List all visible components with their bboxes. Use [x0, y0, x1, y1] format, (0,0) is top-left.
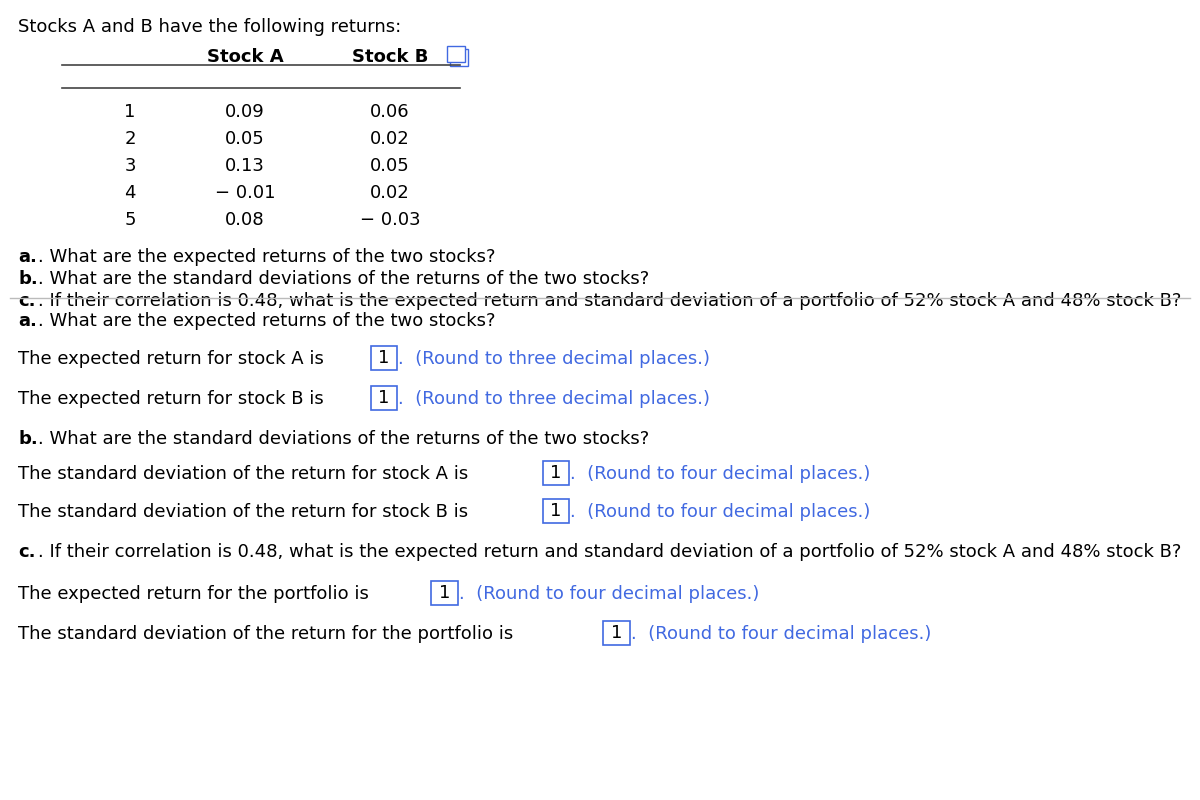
Text: 0.06: 0.06 [370, 103, 410, 121]
Text: 1: 1 [439, 584, 450, 602]
Text: Stock B: Stock B [352, 48, 428, 66]
Text: 0.13: 0.13 [226, 157, 265, 175]
FancyBboxPatch shape [446, 46, 464, 62]
Text: 1: 1 [125, 103, 136, 121]
Text: c.: c. [18, 543, 36, 561]
FancyBboxPatch shape [431, 581, 457, 605]
Text: .  (Round to three decimal places.): . (Round to three decimal places.) [398, 390, 710, 408]
Text: . If their correlation is 0.48, what is the expected return and standard deviati: . If their correlation is 0.48, what is … [38, 292, 1181, 310]
Text: Stock A: Stock A [206, 48, 283, 66]
Text: 1: 1 [550, 502, 562, 520]
Text: .  (Round to four decimal places.): . (Round to four decimal places.) [458, 585, 760, 603]
Text: 1: 1 [378, 389, 390, 407]
FancyBboxPatch shape [542, 461, 569, 485]
Text: c.: c. [18, 292, 36, 310]
Text: . What are the standard deviations of the returns of the two stocks?: . What are the standard deviations of th… [38, 430, 649, 448]
Text: . If their correlation is 0.48, what is the expected return and standard deviati: . If their correlation is 0.48, what is … [38, 543, 1181, 561]
Text: . What are the standard deviations of the returns of the two stocks?: . What are the standard deviations of th… [38, 270, 649, 288]
Text: The expected return for stock B is: The expected return for stock B is [18, 390, 330, 408]
Text: 4: 4 [125, 184, 136, 202]
FancyBboxPatch shape [604, 621, 630, 645]
Text: 0.08: 0.08 [226, 211, 265, 229]
Text: 5: 5 [125, 211, 136, 229]
Text: The expected return for stock A is: The expected return for stock A is [18, 350, 330, 368]
Text: a.: a. [18, 312, 37, 330]
Text: .  (Round to four decimal places.): . (Round to four decimal places.) [570, 503, 870, 521]
FancyBboxPatch shape [542, 499, 569, 523]
Text: − 0.03: − 0.03 [360, 211, 420, 229]
Text: The standard deviation of the return for the portfolio is: The standard deviation of the return for… [18, 625, 520, 643]
FancyBboxPatch shape [371, 386, 397, 410]
Text: 3: 3 [125, 157, 136, 175]
Text: .  (Round to four decimal places.): . (Round to four decimal places.) [631, 625, 931, 643]
Text: 0.05: 0.05 [226, 130, 265, 148]
Text: 0.02: 0.02 [370, 184, 410, 202]
Text: 2: 2 [125, 130, 136, 148]
Text: 1: 1 [378, 349, 390, 367]
Text: The standard deviation of the return for stock B is: The standard deviation of the return for… [18, 503, 474, 521]
Text: − 0.01: − 0.01 [215, 184, 275, 202]
FancyBboxPatch shape [371, 346, 397, 370]
Text: b.: b. [18, 270, 37, 288]
FancyBboxPatch shape [450, 49, 468, 66]
Text: 0.09: 0.09 [226, 103, 265, 121]
Text: The standard deviation of the return for stock A is: The standard deviation of the return for… [18, 465, 474, 483]
Text: b.: b. [18, 430, 37, 448]
Text: . What are the expected returns of the two stocks?: . What are the expected returns of the t… [38, 248, 496, 266]
Text: Stocks A and B have the following returns:: Stocks A and B have the following return… [18, 18, 401, 36]
Text: The expected return for the portfolio is: The expected return for the portfolio is [18, 585, 374, 603]
Text: 0.05: 0.05 [370, 157, 410, 175]
Text: . What are the expected returns of the two stocks?: . What are the expected returns of the t… [38, 312, 496, 330]
Text: 1: 1 [550, 464, 562, 482]
Text: 1: 1 [611, 624, 622, 642]
Text: a.: a. [18, 248, 37, 266]
Text: 0.02: 0.02 [370, 130, 410, 148]
Text: .  (Round to four decimal places.): . (Round to four decimal places.) [570, 465, 870, 483]
Text: .  (Round to three decimal places.): . (Round to three decimal places.) [398, 350, 710, 368]
